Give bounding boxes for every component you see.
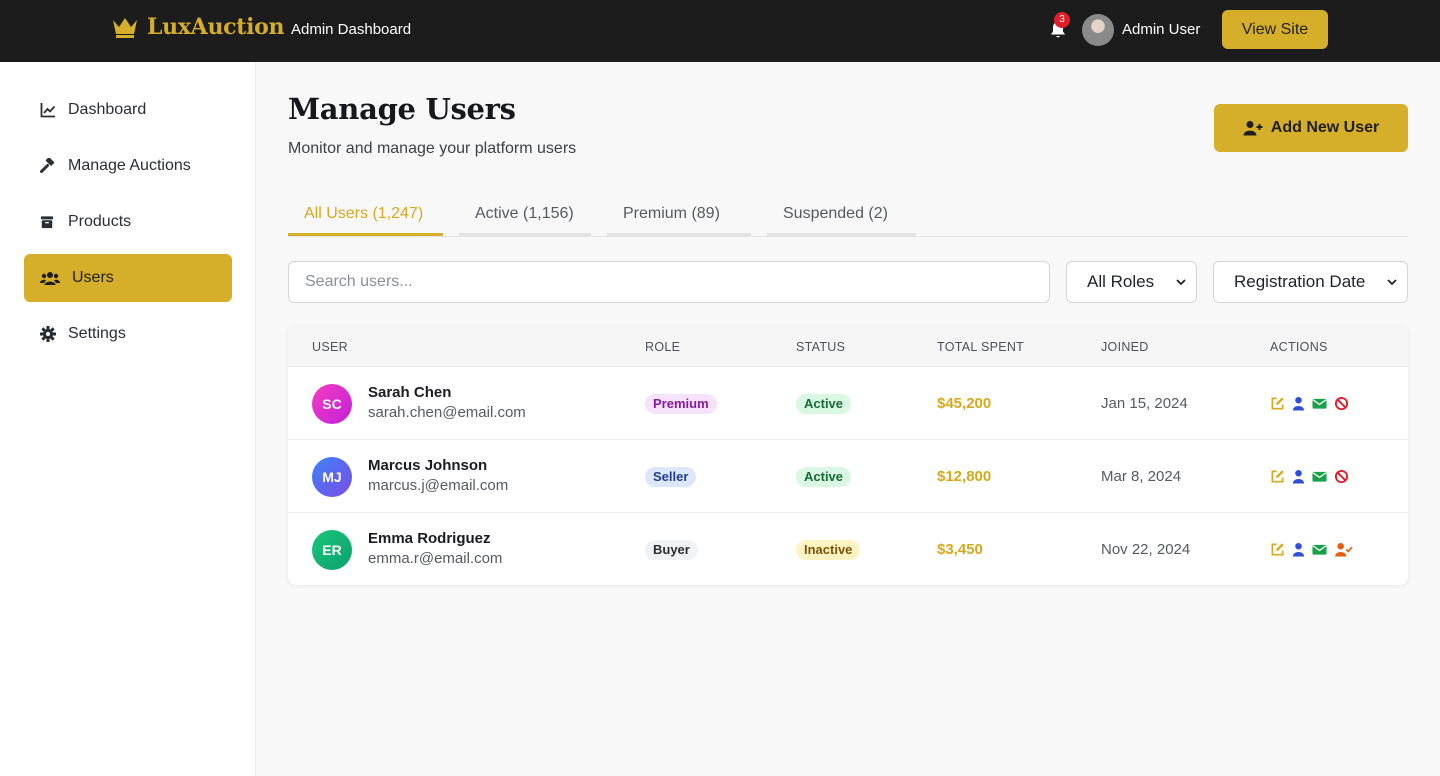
mail-icon[interactable]: [1312, 542, 1327, 557]
header-subtitle: Admin Dashboard: [291, 21, 412, 38]
avatar: SC: [312, 384, 352, 424]
admin-avatar[interactable]: [1082, 14, 1114, 46]
sidebar-item-label: Dashboard: [68, 101, 147, 118]
total-spent: $3,450: [937, 541, 983, 558]
status-badge: Active: [796, 394, 852, 414]
sidebar-item-dashboard[interactable]: Dashboard: [24, 86, 232, 134]
role-badge: Seller: [645, 467, 697, 487]
table-row: SC Sarah Chen sarah.chen@email.com Premi…: [288, 366, 1408, 439]
sidebar-item-label: Products: [68, 213, 132, 230]
users-icon: [40, 272, 60, 285]
total-spent: $12,800: [937, 468, 992, 485]
column-header-joined: JOINED: [1101, 340, 1149, 354]
sort-filter-value: Registration Date: [1234, 272, 1366, 291]
sidebar-item-manage-auctions[interactable]: Manage Auctions: [24, 142, 232, 190]
tab-active[interactable]: Active (1,156): [459, 196, 591, 236]
role-filter-value: All Roles: [1087, 272, 1155, 291]
top-bar: LuxAuction Admin Dashboard 3 Admin User …: [0, 0, 1440, 62]
user-plus-icon: [1243, 121, 1263, 136]
edit-icon[interactable]: [1270, 469, 1285, 484]
user-name: Emma Rodriguez: [368, 530, 491, 547]
user-email: marcus.j@email.com: [368, 477, 509, 494]
add-user-button[interactable]: Add New User: [1214, 104, 1408, 152]
chevron-down-icon: [1387, 279, 1397, 286]
column-header-role: ROLE: [645, 340, 681, 354]
column-header-actions: ACTIONS: [1270, 340, 1328, 354]
view-site-button[interactable]: View Site: [1222, 10, 1328, 49]
tab-suspended[interactable]: Suspended (2): [767, 196, 916, 236]
joined-date: Mar 8, 2024: [1101, 468, 1182, 485]
column-header-user: USER: [312, 340, 348, 354]
search-input[interactable]: [288, 261, 1050, 303]
chevron-down-icon: [1176, 279, 1186, 286]
table-header: USER ROLE STATUS TOTAL SPENT JOINED ACTI…: [288, 326, 1408, 367]
box-icon: [40, 216, 54, 229]
sidebar-item-label: Settings: [68, 325, 126, 342]
status-badge: Inactive: [796, 540, 861, 560]
tab-premium[interactable]: Premium (89): [607, 196, 751, 236]
admin-name[interactable]: Admin User: [1122, 21, 1201, 38]
joined-date: Jan 15, 2024: [1101, 395, 1188, 412]
joined-date: Nov 22, 2024: [1101, 541, 1191, 558]
user-email: emma.r@email.com: [368, 550, 503, 567]
ban-icon[interactable]: [1334, 469, 1349, 484]
status-badge: Active: [796, 467, 852, 487]
brand-name: LuxAuction: [147, 14, 285, 40]
page-subtitle: Monitor and manage your platform users: [288, 140, 577, 157]
edit-icon[interactable]: [1270, 396, 1285, 411]
user-name: Sarah Chen: [368, 384, 452, 401]
avatar: MJ: [312, 457, 352, 497]
add-user-label: Add New User: [1270, 119, 1380, 136]
ban-icon[interactable]: [1334, 396, 1349, 411]
brand-logo[interactable]: LuxAuction: [112, 14, 285, 40]
user-check-icon[interactable]: [1334, 542, 1353, 557]
tab-all-users[interactable]: All Users (1,247): [288, 196, 443, 236]
user-email: sarah.chen@email.com: [368, 404, 526, 421]
sidebar-item-label: Users: [72, 269, 114, 286]
user-icon[interactable]: [1291, 469, 1306, 484]
user-name: Marcus Johnson: [368, 457, 488, 474]
sidebar-item-settings[interactable]: Settings: [24, 310, 232, 358]
column-header-total-spent: TOTAL SPENT: [937, 340, 1025, 354]
mail-icon[interactable]: [1312, 396, 1327, 411]
chart-line-icon: [40, 103, 56, 118]
mail-icon[interactable]: [1312, 469, 1327, 484]
users-table: USER ROLE STATUS TOTAL SPENT JOINED ACTI…: [288, 326, 1408, 585]
table-row: MJ Marcus Johnson marcus.j@email.com Sel…: [288, 439, 1408, 512]
edit-icon[interactable]: [1270, 542, 1285, 557]
avatar: ER: [312, 530, 352, 570]
notification-badge: 3: [1054, 12, 1070, 28]
sort-filter-select[interactable]: Registration Date: [1213, 261, 1408, 303]
user-icon[interactable]: [1291, 542, 1306, 557]
gavel-icon: [40, 158, 55, 173]
total-spent: $45,200: [937, 395, 992, 412]
role-badge: Premium: [645, 394, 717, 414]
user-icon[interactable]: [1291, 396, 1306, 411]
table-row: ER Emma Rodriguez emma.r@email.com Buyer…: [288, 512, 1408, 585]
sidebar-item-label: Manage Auctions: [68, 157, 191, 174]
page-title: Manage Users: [288, 92, 516, 126]
gear-icon: [40, 326, 56, 342]
role-filter-select[interactable]: All Roles: [1066, 261, 1197, 303]
role-badge: Buyer: [645, 540, 698, 560]
sidebar-item-products[interactable]: Products: [24, 198, 232, 246]
crown-icon: [113, 18, 137, 38]
sidebar: Dashboard Manage Auctions Products Users: [0, 62, 256, 776]
sidebar-item-users[interactable]: Users: [24, 254, 232, 302]
column-header-status: STATUS: [796, 340, 846, 354]
tabs-divider: [288, 236, 1408, 237]
